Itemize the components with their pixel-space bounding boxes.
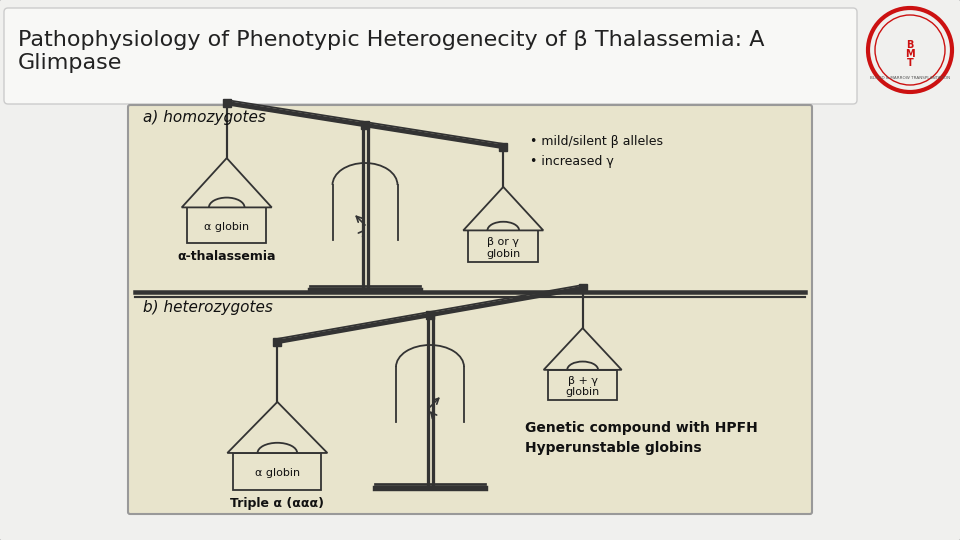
Bar — [579, 284, 587, 292]
Bar — [548, 370, 617, 400]
Text: Glimpase: Glimpase — [18, 53, 122, 73]
Bar — [223, 99, 230, 107]
Bar — [361, 121, 369, 129]
Bar — [187, 207, 266, 243]
FancyBboxPatch shape — [4, 8, 857, 104]
Text: • mild/silent β alleles: • mild/silent β alleles — [530, 135, 663, 148]
Text: M: M — [905, 49, 915, 59]
Bar — [274, 338, 281, 346]
Text: BLOOD & MARROW TRANSPLANTATION: BLOOD & MARROW TRANSPLANTATION — [870, 76, 950, 80]
Text: α-thalassemia: α-thalassemia — [178, 250, 276, 263]
Text: B: B — [906, 40, 914, 50]
Text: Hyperunstable globins: Hyperunstable globins — [525, 441, 702, 455]
Text: Triple α (ααα): Triple α (ααα) — [230, 497, 324, 510]
Text: β or γ
globin: β or γ globin — [486, 237, 520, 259]
Bar — [426, 311, 434, 319]
Text: a) homozygotes: a) homozygotes — [143, 110, 266, 125]
FancyBboxPatch shape — [128, 105, 812, 514]
Text: β + γ
globin: β + γ globin — [565, 376, 600, 397]
Text: Pathophysiology of Phenotypic Heterogenecity of β Thalassemia: A: Pathophysiology of Phenotypic Heterogene… — [18, 30, 764, 50]
Text: α globin: α globin — [204, 222, 250, 232]
Text: b) heterozygotes: b) heterozygotes — [143, 300, 273, 315]
Polygon shape — [464, 187, 543, 231]
Polygon shape — [181, 158, 272, 207]
Text: • increased γ: • increased γ — [530, 155, 613, 168]
Bar — [233, 453, 322, 490]
Polygon shape — [228, 402, 327, 453]
Text: Genetic compound with HPFH: Genetic compound with HPFH — [525, 421, 757, 435]
Bar — [468, 231, 539, 262]
Bar — [499, 143, 507, 151]
Text: α globin: α globin — [254, 468, 300, 478]
Text: T: T — [906, 58, 913, 68]
Polygon shape — [543, 328, 622, 370]
